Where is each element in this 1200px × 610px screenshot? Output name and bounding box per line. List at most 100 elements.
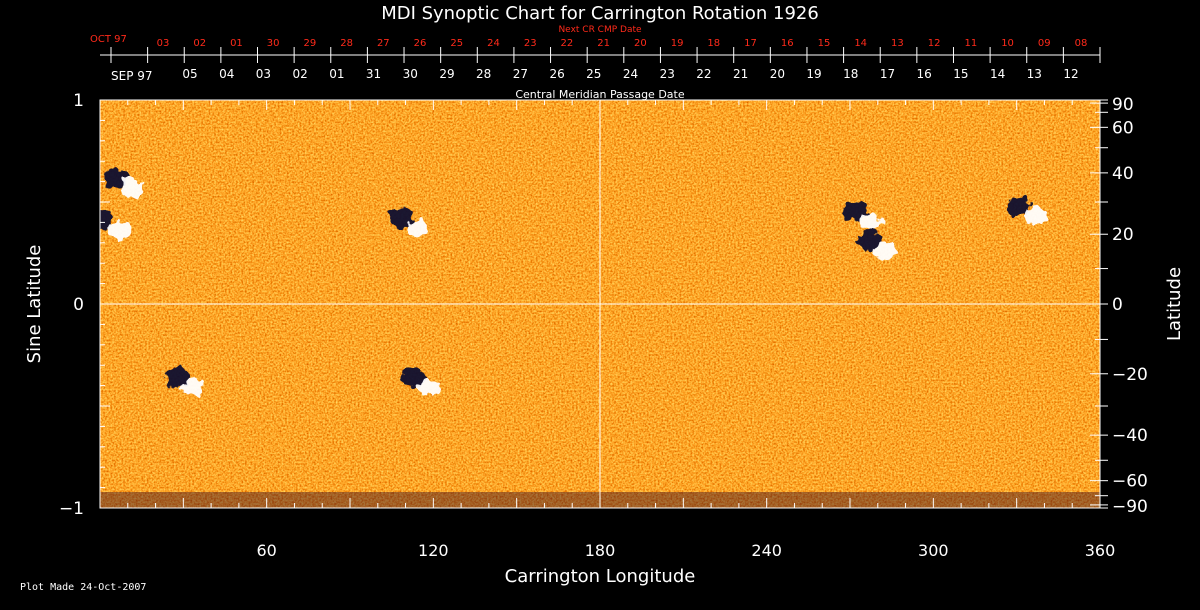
next-cr-date: 21 <box>597 38 610 49</box>
next-cr-date: 26 <box>414 38 427 49</box>
y-axis-label-right: Latitude <box>1164 267 1185 341</box>
x-tick-label: 300 <box>918 541 949 560</box>
positive-polarity-patch <box>182 378 205 397</box>
active-region <box>100 210 130 240</box>
cmp-date: 27 <box>513 67 528 81</box>
cmp-date: 19 <box>806 67 821 81</box>
next-cr-label: Next CR CMP Date <box>558 25 642 35</box>
cmp-date: 14 <box>990 67 1005 81</box>
positive-polarity-patch <box>107 221 130 240</box>
next-cr-date: 20 <box>634 38 647 49</box>
negative-polarity-patch <box>390 208 415 229</box>
y-right-tick-label: 20 <box>1112 225 1134 245</box>
next-cr-month-label: OCT 97 <box>90 34 127 45</box>
cmp-date: 29 <box>439 67 454 81</box>
cmp-date: 30 <box>403 67 418 81</box>
next-cr-date: 11 <box>964 38 977 49</box>
cmp-date: 21 <box>733 67 748 81</box>
active-region <box>1007 196 1046 226</box>
cmp-date: 04 <box>219 67 234 81</box>
y-axis-label-left: Sine Latitude <box>24 245 45 364</box>
negative-polarity-patch <box>165 367 190 388</box>
next-cr-date: 19 <box>671 38 684 49</box>
next-cr-date: 09 <box>1038 38 1051 49</box>
cmp-date: 16 <box>917 67 932 81</box>
x-tick-label: 180 <box>585 541 616 560</box>
plot-made-footer: Plot Made 24-Oct-2007 <box>20 582 146 593</box>
next-cr-date: 14 <box>854 38 867 49</box>
cmp-date: 03 <box>256 67 271 81</box>
y-right-tick-label: −90 <box>1112 497 1148 517</box>
cmp-date: 05 <box>182 67 197 81</box>
next-cr-date: 30 <box>267 38 280 49</box>
cmp-date: 22 <box>696 67 711 81</box>
cmp-date: 24 <box>623 67 638 81</box>
x-tick-label: 120 <box>418 541 449 560</box>
cmp-date: 01 <box>329 67 344 81</box>
negative-polarity-patch <box>104 167 129 188</box>
y-left-tick-label: 1 <box>73 91 84 111</box>
cmp-date: 12 <box>1063 67 1078 81</box>
x-axis-ticks: 60 120 180 240 300 360 <box>99 100 1116 560</box>
y-right-ticks: 90 60 40 20 0 −20 −40 −60 −90 <box>1090 95 1148 517</box>
next-cr-date: 01 <box>230 38 243 49</box>
cmp-date: 17 <box>880 67 895 81</box>
next-cr-date: 03 <box>157 38 170 49</box>
cmp-date: 02 <box>292 67 307 81</box>
active-region <box>390 208 430 238</box>
cmp-dates: 05 04 03 02 01 31 30 29 28 27 26 25 24 23 22 21 20 19 18 17… <box>182 67 1078 81</box>
next-cr-date: 28 <box>340 38 353 49</box>
y-left-tick-label: 0 <box>73 295 84 315</box>
next-cr-date: 23 <box>524 38 537 49</box>
x-tick-label: 60 <box>256 541 276 560</box>
next-cr-date: 27 <box>377 38 390 49</box>
negative-polarity-patch <box>843 202 868 223</box>
next-cr-date: 13 <box>891 38 904 49</box>
y-right-tick-label: 90 <box>1112 95 1134 115</box>
cmp-month-label: SEP 97 <box>111 69 153 83</box>
next-cr-date: 24 <box>487 38 500 49</box>
next-cr-date: 02 <box>193 38 206 49</box>
y-right-tick-label: −20 <box>1112 365 1148 385</box>
next-cr-date: 08 <box>1075 38 1088 49</box>
cmp-date: 20 <box>770 67 785 81</box>
x-axis-label: Carrington Longitude <box>505 566 696 587</box>
next-cr-date: 15 <box>818 38 831 49</box>
active-region <box>104 167 144 197</box>
positive-polarity-patch <box>860 213 883 232</box>
cmp-date: 23 <box>660 67 675 81</box>
next-cr-date: 12 <box>928 38 941 49</box>
y-left-tick-label: −1 <box>59 499 84 519</box>
cmp-date: 26 <box>549 67 564 81</box>
chart-title: MDI Synoptic Chart for Carrington Rotati… <box>381 3 819 24</box>
cmp-date: 31 <box>366 67 381 81</box>
active-regions <box>100 167 1046 397</box>
next-cr-date: 25 <box>450 38 463 49</box>
next-cr-date: 16 <box>781 38 794 49</box>
x-tick-label: 240 <box>751 541 782 560</box>
next-cr-date: 10 <box>1001 38 1014 49</box>
y-right-tick-label: −40 <box>1112 426 1148 446</box>
positive-polarity-patch <box>418 378 441 397</box>
active-region <box>165 367 205 397</box>
next-cr-date: 17 <box>744 38 757 49</box>
top-date-ticks <box>110 47 1101 63</box>
next-cr-date: 29 <box>304 38 317 49</box>
next-cr-dates: 03 02 01 30 29 28 27 26 25 24 23 22 21 20 19 18 17 16 15 14… <box>157 38 1088 49</box>
cmp-date: 15 <box>953 67 968 81</box>
y-right-tick-label: 40 <box>1112 164 1134 184</box>
y-left-ticks: 1 0 −1 <box>59 91 110 519</box>
x-tick-label: 360 <box>1085 541 1116 560</box>
negative-polarity-patch <box>1007 196 1031 217</box>
active-region <box>401 367 441 397</box>
positive-polarity-patch <box>407 219 430 238</box>
active-region <box>857 230 896 260</box>
positive-polarity-patch <box>121 178 144 197</box>
next-cr-date: 18 <box>707 38 720 49</box>
active-region <box>843 202 883 232</box>
y-right-tick-label: 0 <box>1112 295 1123 315</box>
cmp-date: 28 <box>476 67 491 81</box>
cmp-date: 13 <box>1027 67 1042 81</box>
positive-polarity-patch <box>874 241 896 260</box>
